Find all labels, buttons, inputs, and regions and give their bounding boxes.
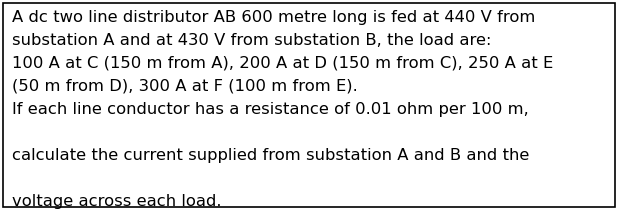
Text: 100 A at C (150 m from A), 200 A at D (150 m from C), 250 A at E: 100 A at C (150 m from A), 200 A at D (1… (12, 56, 553, 71)
Text: calculate the current supplied from substation A and B and the: calculate the current supplied from subs… (12, 148, 530, 163)
Text: If each line conductor has a resistance of 0.01 ohm per 100 m,: If each line conductor has a resistance … (12, 102, 529, 117)
Text: substation A and at 430 V from substation B, the load are:: substation A and at 430 V from substatio… (12, 33, 491, 47)
Text: (50 m from D), 300 A at F (100 m from E).: (50 m from D), 300 A at F (100 m from E)… (12, 79, 358, 94)
Text: voltage across each load.: voltage across each load. (12, 194, 222, 209)
Text: A dc two line distributor AB 600 metre long is fed at 440 V from: A dc two line distributor AB 600 metre l… (12, 10, 536, 24)
